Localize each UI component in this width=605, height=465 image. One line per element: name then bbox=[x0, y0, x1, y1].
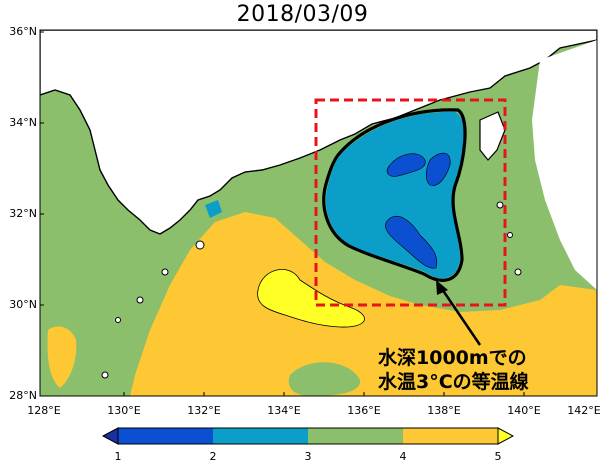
map-field bbox=[40, 30, 597, 396]
island-1 bbox=[195, 240, 205, 250]
island-5 bbox=[101, 371, 109, 379]
lon-label: 140°E bbox=[507, 404, 540, 417]
cold-spot-kyushu bbox=[205, 200, 222, 218]
colorbar-right-arrow bbox=[497, 427, 515, 445]
island-3 bbox=[136, 296, 144, 304]
land-izu bbox=[479, 111, 506, 161]
lat-label: 34°N bbox=[9, 116, 37, 129]
land-japan bbox=[40, 30, 597, 235]
colorbar-frame bbox=[117, 427, 499, 445]
annotation-line-1: 水深1000mでの bbox=[378, 346, 527, 369]
lon-label: 132°E bbox=[187, 404, 220, 417]
isotherm-3c bbox=[322, 108, 467, 282]
lon-label: 136°E bbox=[347, 404, 380, 417]
lon-label: 142°E bbox=[567, 404, 600, 417]
lat-label: 28°N bbox=[9, 389, 37, 402]
island-4 bbox=[115, 317, 121, 323]
colorbar-tick: 3 bbox=[305, 450, 312, 463]
colorbar-segment bbox=[118, 428, 213, 444]
latitude-labels: 36°N 34°N 32°N 30°N 28°N bbox=[9, 25, 44, 402]
longitude-labels: 128°E 130°E 132°E 134°E 136°E 138°E 140°… bbox=[27, 392, 601, 417]
colorbar-segment bbox=[308, 428, 403, 444]
annotation-arrow-shaft bbox=[438, 285, 482, 346]
annotation-arrow-head bbox=[436, 280, 448, 295]
colorbar-tick: 2 bbox=[210, 450, 217, 463]
colorbar-segment bbox=[213, 428, 308, 444]
yellow-warm-blob bbox=[257, 269, 365, 328]
cold-core-teal bbox=[325, 111, 465, 279]
warm-patch-west bbox=[47, 326, 77, 388]
colorbar-left-arrow bbox=[101, 427, 119, 445]
land-islands-east bbox=[532, 40, 597, 290]
island-7 bbox=[507, 232, 513, 238]
colorbar-tick: 1 bbox=[115, 450, 122, 463]
map-frame bbox=[39, 29, 598, 397]
lon-label: 128°E bbox=[27, 404, 60, 417]
lon-label: 130°E bbox=[107, 404, 140, 417]
lat-label: 32°N bbox=[9, 207, 37, 220]
colorbar-tick: 5 bbox=[495, 450, 502, 463]
cold-patch-3 bbox=[385, 215, 438, 269]
island-6 bbox=[496, 201, 504, 209]
colorbar-segment bbox=[403, 428, 498, 444]
annotation-line-2: 水温3°Cの等温線 bbox=[378, 370, 529, 393]
map-title: 2018/03/09 bbox=[236, 2, 369, 27]
island-2 bbox=[161, 268, 169, 276]
lon-label: 134°E bbox=[267, 404, 300, 417]
lat-label: 30°N bbox=[9, 298, 37, 311]
colorbar: 1 2 3 4 5 bbox=[101, 427, 515, 463]
colorbar-tick: 4 bbox=[400, 450, 407, 463]
island-8 bbox=[514, 268, 522, 276]
green-blob-south bbox=[288, 362, 361, 396]
lon-label: 138°E bbox=[427, 404, 460, 417]
lat-label: 36°N bbox=[9, 25, 37, 38]
cold-patch-1 bbox=[386, 153, 426, 177]
cold-patch-2 bbox=[425, 152, 451, 186]
